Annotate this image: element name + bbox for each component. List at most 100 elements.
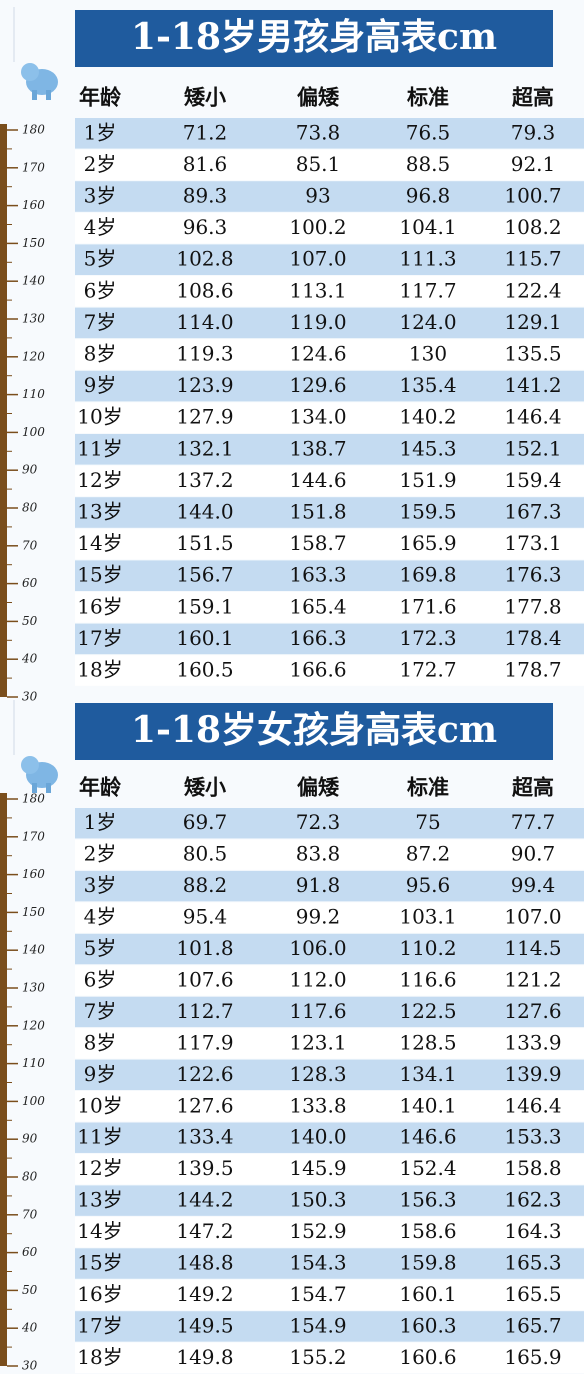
cell: 1岁	[84, 120, 117, 144]
cell: 154.3	[289, 1251, 346, 1275]
ruler-label: 60	[22, 576, 38, 590]
cell: 178.7	[504, 658, 561, 682]
ruler-label: 30	[22, 690, 38, 704]
title-banner	[75, 10, 553, 67]
row-background	[75, 560, 584, 591]
ruler-bar	[0, 124, 7, 697]
cell: 151.9	[399, 468, 456, 492]
cell: 99.2	[296, 905, 341, 929]
cell: 135.5	[504, 342, 561, 366]
row-background	[75, 528, 584, 560]
cell: 178.4	[504, 626, 561, 650]
cell: 5岁	[84, 936, 117, 960]
cell: 9岁	[84, 373, 117, 397]
ruler-label: 140	[22, 943, 45, 957]
cell: 108.6	[176, 278, 233, 302]
elephant-icon	[21, 63, 39, 81]
cell: 17岁	[77, 1313, 122, 1337]
cell: 2岁	[84, 152, 117, 176]
cell: 93	[305, 184, 330, 208]
elephant-icon	[46, 90, 51, 100]
row-background	[75, 1028, 584, 1059]
cell: 122.5	[399, 999, 456, 1023]
ruler-label: 90	[22, 463, 38, 477]
cell: 4岁	[84, 215, 117, 239]
cell: 8岁	[84, 1030, 117, 1054]
cell: 160.1	[399, 1282, 456, 1306]
cell: 80.5	[183, 842, 228, 866]
ruler-label: 180	[22, 123, 45, 137]
ruler-label: 140	[22, 274, 45, 288]
row-background	[75, 1122, 584, 1153]
cell: 87.2	[406, 842, 451, 866]
cell: 117.9	[176, 1030, 233, 1054]
ruler-label: 130	[22, 981, 45, 995]
cell: 130	[409, 342, 447, 366]
cell: 117.7	[399, 278, 456, 302]
cell: 95.6	[406, 873, 451, 897]
cell: 83.8	[296, 842, 341, 866]
cell: 133.4	[176, 1125, 233, 1149]
cell: 129.6	[289, 373, 346, 397]
row-background	[75, 592, 584, 623]
ruler-label: 40	[21, 1321, 38, 1335]
cell: 132.1	[176, 436, 233, 460]
ruler-label: 40	[21, 652, 38, 666]
cell: 145.3	[399, 436, 456, 460]
cell: 79.3	[511, 120, 556, 144]
column-header: 矮小	[184, 775, 226, 800]
cell: 165.9	[504, 1345, 561, 1369]
cell: 134.1	[399, 1062, 456, 1086]
cell: 92.1	[511, 152, 556, 176]
ruler-label: 70	[22, 1207, 38, 1221]
cell: 113.1	[289, 278, 346, 302]
elephant-icon	[32, 783, 37, 793]
cell: 177.8	[504, 594, 561, 618]
cell: 146.6	[399, 1125, 456, 1149]
ruler-label: 80	[22, 1170, 38, 1184]
row-background	[75, 307, 584, 339]
cell: 160.5	[176, 658, 233, 682]
cell: 148.8	[176, 1251, 233, 1275]
ruler-label: 80	[22, 501, 38, 515]
cell: 75	[415, 810, 440, 834]
column-header: 年龄	[79, 775, 122, 800]
cell: 114.5	[504, 936, 561, 960]
row-background	[75, 933, 584, 965]
cell: 111.3	[399, 247, 456, 271]
cell: 159.5	[399, 500, 456, 524]
cell: 128.3	[289, 1062, 346, 1086]
elephant-icon	[46, 783, 51, 793]
row-background	[75, 1091, 584, 1122]
cell: 3岁	[84, 184, 117, 208]
cell: 100.2	[289, 215, 346, 239]
cell: 152.9	[289, 1219, 346, 1243]
row-background	[75, 902, 584, 933]
cell: 2岁	[84, 842, 117, 866]
ruler-label: 170	[22, 160, 45, 174]
cell: 133.8	[289, 1093, 346, 1117]
cell: 10岁	[77, 1093, 122, 1117]
cell: 152.4	[399, 1156, 456, 1180]
cell: 151.8	[289, 500, 346, 524]
row-background	[75, 996, 584, 1028]
cell: 72.3	[296, 810, 341, 834]
title: 1-18岁男孩身高表cm	[131, 16, 497, 58]
cell: 103.1	[399, 905, 456, 929]
cell: 165.4	[289, 594, 346, 618]
row-background	[75, 623, 584, 655]
cell: 18岁	[77, 1345, 122, 1369]
ruler-bar	[0, 793, 7, 1366]
row-background	[75, 1153, 584, 1185]
cell: 88.2	[183, 873, 228, 897]
ruler-label: 90	[22, 1132, 38, 1146]
cell: 6岁	[84, 278, 117, 302]
cell: 16岁	[77, 594, 122, 618]
cell: 141.2	[504, 373, 561, 397]
cell: 134.0	[289, 405, 346, 429]
cell: 169.8	[399, 563, 456, 587]
column-header: 超高	[512, 85, 554, 110]
row-background	[75, 1248, 584, 1279]
cell: 7岁	[84, 999, 117, 1023]
cell: 140.0	[289, 1125, 346, 1149]
